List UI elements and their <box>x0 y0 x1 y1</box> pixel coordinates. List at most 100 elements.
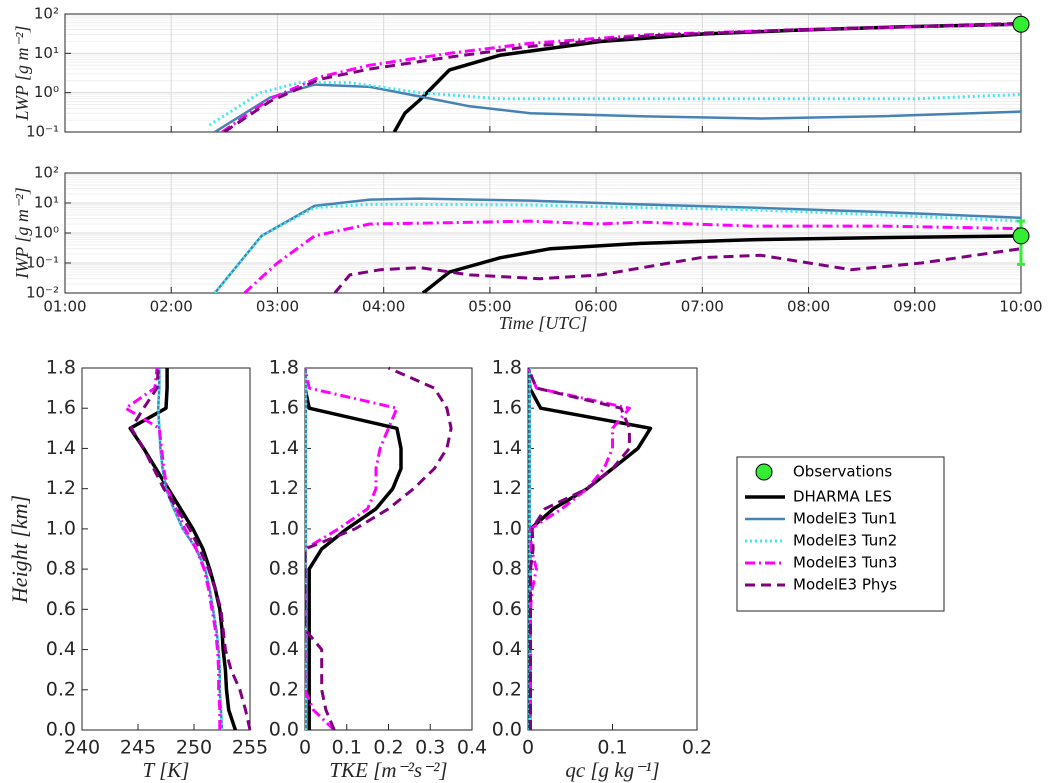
x-tick-label: 250 <box>176 737 212 759</box>
series-line <box>305 366 453 730</box>
series-line <box>421 234 1022 293</box>
y-tick-label: 0.8 <box>46 558 76 580</box>
plot-area <box>528 367 653 730</box>
y-tick-label: 0.6 <box>492 598 522 620</box>
y-tick-label: 0.0 <box>269 719 299 741</box>
y-tick-label: 1.0 <box>269 517 299 539</box>
y-tick-label: 0.0 <box>492 719 522 741</box>
x-tick-label: 02:00 <box>150 298 193 316</box>
x-tick-label: 0.3 <box>415 737 445 759</box>
y-tick-label: 1.2 <box>492 477 522 499</box>
legend-label: ModelE3 Tun2 <box>793 532 897 550</box>
legend-marker <box>755 463 773 481</box>
y-tick-label: 10⁻¹ <box>26 254 59 272</box>
y-axis-label: IWP [g m⁻²] <box>12 187 32 280</box>
y-tick-label: 1.2 <box>269 477 299 499</box>
legend-box <box>736 456 945 612</box>
series-line <box>333 247 1022 293</box>
y-tick-label: 1.8 <box>269 357 299 379</box>
y-tick-label: 0.4 <box>492 638 522 660</box>
y-tick-label: 0.2 <box>46 678 76 700</box>
y-axis-label: Height [km] <box>7 495 32 604</box>
y-tick-label: 1.0 <box>46 517 76 539</box>
plot-area <box>124 367 252 730</box>
y-tick-label: 10⁻² <box>26 284 59 302</box>
y-tick-label: 1.6 <box>269 397 299 419</box>
plot-area <box>213 197 1022 293</box>
y-tick-label: 10² <box>34 5 59 23</box>
x-axis-label: TKE [m⁻²s⁻²] <box>329 758 447 782</box>
x-axis-label: T [K] <box>143 758 190 782</box>
x-tick-label: 240 <box>64 737 100 759</box>
plot-area <box>305 366 453 730</box>
legend-label: ModelE3 Tun3 <box>793 554 897 572</box>
x-tick-label: 03:00 <box>256 298 299 316</box>
x-tick-label: 05:00 <box>468 298 511 316</box>
x-tick-label: 07:00 <box>681 298 724 316</box>
x-tick-label: 0.4 <box>457 737 487 759</box>
x-tick-label: 01:00 <box>43 298 86 316</box>
series-line <box>305 368 403 730</box>
legend-label: ModelE3 Phys <box>793 576 897 594</box>
y-tick-label: 1.4 <box>269 437 299 459</box>
y-tick-label: 0.8 <box>492 558 522 580</box>
y-tick-label: 1.4 <box>492 437 522 459</box>
y-tick-label: 1.8 <box>46 357 76 379</box>
y-axis-label: LWP [g m⁻²] <box>12 26 32 122</box>
series-line <box>124 367 222 730</box>
observation-marker <box>1012 227 1030 245</box>
y-tick-label: 1.4 <box>46 437 76 459</box>
observation-marker <box>1012 15 1030 33</box>
x-tick-label: 255 <box>232 737 268 759</box>
x-tick-label: 08:00 <box>787 298 830 316</box>
y-tick-label: 0.2 <box>269 678 299 700</box>
y-tick-label: 0.4 <box>269 638 299 660</box>
y-tick-label: 10¹ <box>34 44 59 62</box>
y-tick-label: 0.0 <box>46 719 76 741</box>
axes-frame <box>64 13 1022 133</box>
x-tick-label: 245 <box>120 737 156 759</box>
y-tick-label: 10² <box>34 164 59 182</box>
x-tick-label: 0 <box>299 737 311 759</box>
legend-label: Observations <box>793 463 892 481</box>
y-tick-label: 10⁰ <box>34 224 59 242</box>
x-tick-label: 0.2 <box>682 737 712 759</box>
series-line <box>243 219 1022 293</box>
series-line <box>528 367 631 730</box>
series-line <box>223 21 1022 132</box>
x-axis-label: Time [UTC] <box>499 313 588 333</box>
y-tick-label: 0.6 <box>269 598 299 620</box>
y-tick-label: 0.8 <box>269 558 299 580</box>
series-line <box>213 202 1022 293</box>
x-tick-label: 0 <box>522 737 534 759</box>
legend-label: DHARMA LES <box>793 488 892 506</box>
series-line <box>528 367 631 730</box>
x-tick-label: 10:00 <box>999 298 1042 316</box>
series-line <box>208 81 1022 127</box>
y-tick-label: 0.2 <box>492 678 522 700</box>
x-tick-label: 0.1 <box>332 737 362 759</box>
x-tick-label: 06:00 <box>574 298 617 316</box>
y-tick-label: 1.8 <box>492 357 522 379</box>
series-line <box>221 22 1022 132</box>
x-tick-label: 0.2 <box>373 737 403 759</box>
x-axis-label: qc [g kg⁻¹] <box>565 758 659 782</box>
legend-label: ModelE3 Tun1 <box>793 510 897 528</box>
x-tick-label: 0.1 <box>597 737 627 759</box>
y-tick-label: 10⁰ <box>34 83 59 101</box>
x-tick-label: 04:00 <box>362 298 405 316</box>
y-tick-label: 1.6 <box>492 397 522 419</box>
y-tick-label: 1.0 <box>492 517 522 539</box>
plot-area <box>208 21 1022 132</box>
series-line <box>213 197 1022 293</box>
y-tick-label: 10¹ <box>34 194 59 212</box>
y-tick-label: 1.6 <box>46 397 76 419</box>
y-tick-label: 10⁻¹ <box>26 123 59 141</box>
y-tick-label: 0.4 <box>46 638 76 660</box>
y-tick-label: 0.6 <box>46 598 76 620</box>
y-tick-label: 1.2 <box>46 477 76 499</box>
series-line <box>129 367 252 730</box>
x-tick-label: 09:00 <box>893 298 936 316</box>
